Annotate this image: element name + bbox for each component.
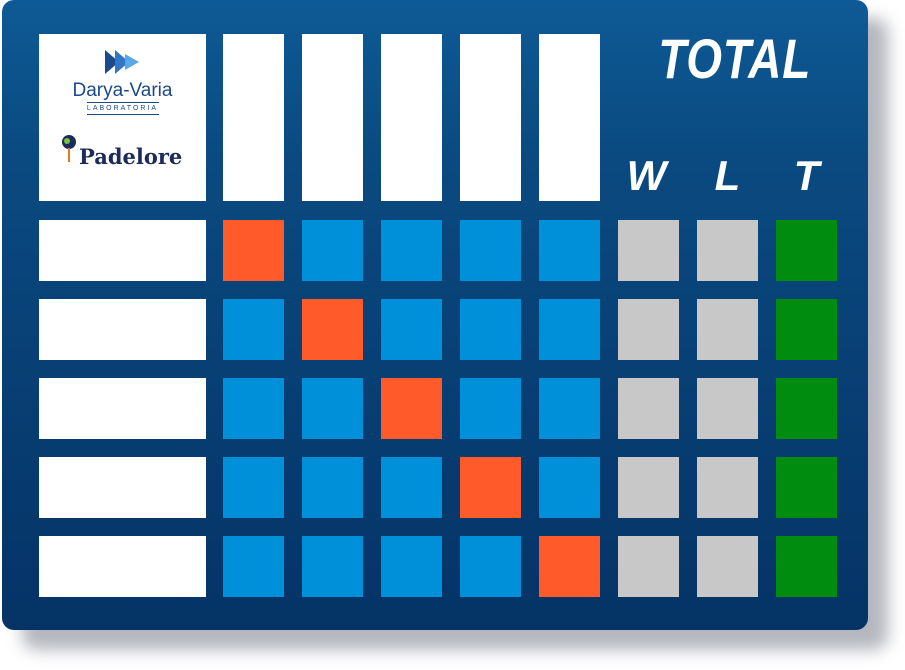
player-header-2 (302, 34, 363, 201)
player-name-slot-3 (39, 378, 206, 439)
player-header-5 (539, 34, 600, 201)
match-cell (539, 378, 600, 439)
player-name-slot-5 (39, 536, 206, 597)
player-header-1 (223, 34, 284, 201)
match-cell (460, 299, 521, 360)
diagonal-cell (302, 299, 363, 360)
diagonal-cell (223, 220, 284, 281)
brand2-name: Padelore (79, 144, 183, 169)
diagonal-cell (460, 457, 521, 518)
match-cell (302, 220, 363, 281)
player-name-slot-4 (39, 457, 206, 518)
match-cell (223, 457, 284, 518)
pin-icon (62, 135, 76, 162)
match-cell (460, 378, 521, 439)
brand1-rule-bottom (87, 114, 159, 115)
match-cell (223, 536, 284, 597)
match-cell (223, 299, 284, 360)
total-cell-l (697, 378, 758, 439)
match-cell (381, 536, 442, 597)
match-cell (539, 220, 600, 281)
player-header-4 (460, 34, 521, 201)
col-label-l: L (714, 152, 741, 199)
player-name-slot-2 (39, 299, 206, 360)
darya-varia-icon (105, 50, 139, 74)
col-label-w: W (626, 152, 667, 199)
match-cell (539, 457, 600, 518)
total-cell-l (697, 299, 758, 360)
total-cell-w (618, 378, 679, 439)
total-cell-t (776, 536, 837, 597)
diagonal-cell (381, 378, 442, 439)
total-cell-t (776, 299, 837, 360)
total-cell-w (618, 299, 679, 360)
match-cell (460, 536, 521, 597)
match-cell (460, 220, 521, 281)
brand1-rule-top (87, 102, 159, 103)
total-cell-l (697, 536, 758, 597)
total-cell-t (776, 220, 837, 281)
player-header-3 (381, 34, 442, 201)
scoreboard: Darya-Varia LABORATORIA Padelore TOTAL W… (2, 0, 868, 630)
match-cell (539, 299, 600, 360)
brand1-name: Darya-Varia (72, 80, 173, 101)
match-cell (302, 378, 363, 439)
total-cell-w (618, 220, 679, 281)
player-name-slot-1 (39, 220, 206, 281)
match-cell (223, 378, 284, 439)
match-cell (302, 536, 363, 597)
match-cell (381, 299, 442, 360)
total-heading: TOTAL (658, 27, 812, 90)
diagonal-cell (539, 536, 600, 597)
total-cell-w (618, 536, 679, 597)
total-cell-t (776, 457, 837, 518)
sponsor-logo-panel: Darya-Varia LABORATORIA Padelore (39, 34, 206, 201)
brand1-subtitle: LABORATORIA (86, 105, 159, 112)
col-label-t: T (793, 152, 820, 199)
total-cell-w (618, 457, 679, 518)
total-cell-l (697, 457, 758, 518)
total-cell-t (776, 378, 837, 439)
total-cell-l (697, 220, 758, 281)
match-cell (381, 457, 442, 518)
match-cell (302, 457, 363, 518)
match-cell (381, 220, 442, 281)
